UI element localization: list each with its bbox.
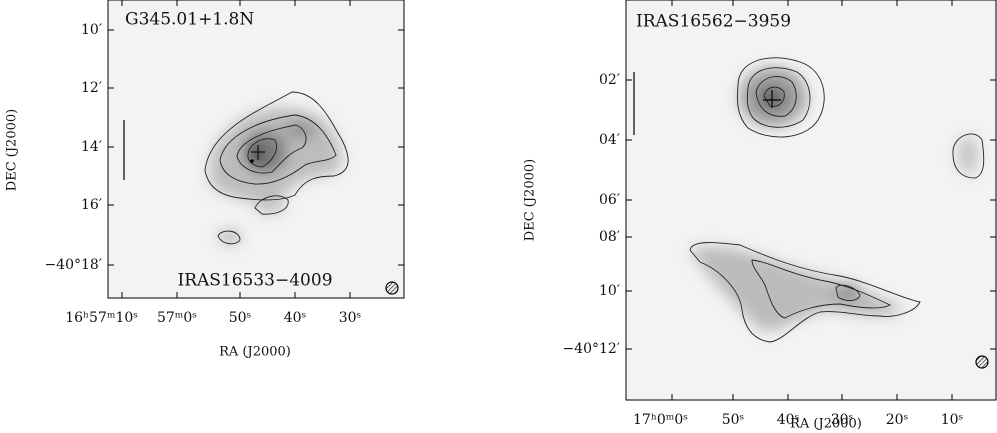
y-tick-label: 14′ xyxy=(81,139,102,155)
x-axis-label: RA (J2000) xyxy=(219,345,291,360)
x-tick-label: 30ˢ xyxy=(831,412,854,428)
y-tick-label: 10′ xyxy=(599,283,620,299)
y-tick-label: 12′ xyxy=(81,80,102,96)
x-tick-label: 17ʰ0ᵐ0ˢ xyxy=(633,412,688,428)
x-tick-label: 20ˢ xyxy=(886,412,909,428)
x-tick-label: 40ˢ xyxy=(284,310,307,326)
y-axis-label: DEC (J2000) xyxy=(523,159,538,241)
x-tick-label: 16ʰ57ᵐ10ˢ xyxy=(65,310,138,326)
x-tick-label: 40ˢ xyxy=(777,412,800,428)
map-right xyxy=(625,0,997,401)
y-tick-label: 04′ xyxy=(599,132,620,148)
y-tick-label: 02′ xyxy=(599,72,620,88)
x-tick-label: 50ˢ xyxy=(229,310,252,326)
y-tick-label: 16′ xyxy=(81,197,102,213)
x-axis-label: RA (J2000) xyxy=(790,417,862,432)
map-left xyxy=(107,0,405,299)
y-tick-label: 08′ xyxy=(599,229,620,245)
y-tick-label: −40°18′ xyxy=(44,257,102,273)
y-tick-label: 10′ xyxy=(81,22,102,38)
x-tick-label: 57ᵐ0ˢ xyxy=(157,310,197,326)
x-tick-label: 10ˢ xyxy=(941,412,964,428)
panel-title: G345.01+1.8N xyxy=(125,10,254,30)
y-tick-label: 06′ xyxy=(599,192,620,208)
y-axis-label: DEC (J2000) xyxy=(5,109,20,191)
x-tick-label: 30ˢ xyxy=(339,310,362,326)
y-tick-label: −40°12′ xyxy=(562,341,620,357)
x-tick-label: 50ˢ xyxy=(722,412,745,428)
panel-title: IRAS16562−3959 xyxy=(636,12,791,32)
source-label: IRAS16533−4009 xyxy=(177,271,332,291)
